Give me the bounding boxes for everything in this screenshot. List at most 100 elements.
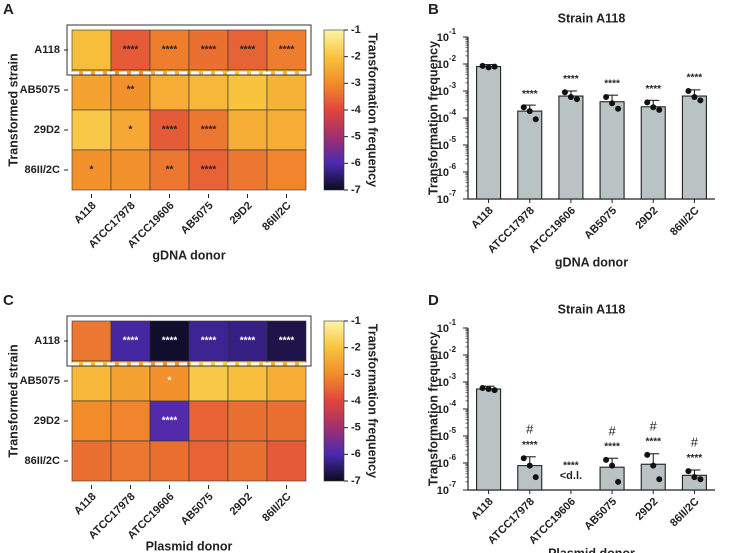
col-label: 86II/2C	[260, 491, 294, 525]
heatmap-cell	[110, 149, 151, 191]
colorbar-title: Transformation frequency	[366, 324, 380, 478]
y-tick-exponent: -5	[449, 135, 457, 144]
row-label: 86II/2C	[25, 455, 61, 467]
y-axis-title: Transformation frequency	[426, 41, 440, 195]
significance-label: #	[526, 422, 534, 437]
x-axis-title: gDNA donor	[152, 248, 225, 262]
heatmap-cell	[110, 360, 151, 402]
heatmap-cell	[227, 440, 268, 482]
colorbar-tick-label: -5	[351, 131, 361, 143]
bar	[599, 466, 625, 491]
heatmap-cell	[188, 400, 229, 442]
heatmap-cell	[266, 400, 307, 442]
y-tick-exponent: -6	[449, 162, 457, 171]
cell-annotation: ****	[162, 336, 178, 347]
highlight-box	[67, 316, 311, 366]
replicate-point	[685, 88, 692, 94]
colorbar-tick-label: -7	[351, 475, 361, 487]
row-label: A118	[34, 44, 60, 56]
significance-label: ****	[563, 74, 579, 85]
y-tick-label: 10	[437, 485, 449, 497]
cell-annotation: *	[168, 376, 172, 387]
y-tick-exponent: -1	[449, 318, 457, 327]
replicate-point	[532, 474, 539, 481]
cell-annotation: ****	[123, 45, 139, 56]
cell-annotation: *	[90, 165, 94, 176]
col-label: 29D2	[228, 491, 255, 518]
heatmap-cell	[71, 440, 112, 482]
replicate-point	[656, 106, 663, 113]
chart-title: Strain A118	[558, 302, 626, 316]
y-tick-exponent: -1	[449, 27, 457, 36]
replicate-point	[485, 386, 492, 393]
panel-letter: D	[428, 292, 439, 309]
colorbar-tick-label: -6	[351, 448, 361, 460]
significance-label: ****	[604, 442, 620, 453]
replicate-point	[650, 462, 657, 469]
replicate-point	[526, 462, 533, 469]
bar	[517, 110, 543, 200]
heatmap-cell	[227, 69, 268, 111]
heatmap-cell	[71, 69, 112, 111]
heatmap-cell	[149, 440, 190, 482]
cell-annotation: ****	[162, 45, 178, 56]
replicate-point	[609, 462, 616, 469]
row-label: 29D2	[34, 415, 60, 427]
col-label: A118	[72, 491, 99, 518]
cell-annotation: ****	[201, 165, 217, 176]
y-tick-exponent: -3	[449, 81, 457, 90]
colorbar-tick-label: -4	[351, 395, 362, 407]
bar	[476, 388, 502, 491]
x-tick-label: 86II/2C	[668, 205, 702, 239]
replicate-point	[603, 456, 610, 463]
x-tick-label: 86II/2C	[668, 496, 702, 530]
replicate-point	[644, 99, 651, 106]
y-tick-exponent: -7	[449, 189, 457, 198]
heatmap-cell	[71, 400, 112, 442]
cell-annotation: ****	[201, 336, 217, 347]
replicate-point	[561, 89, 568, 96]
replicate-point	[691, 474, 698, 481]
replicate-point	[609, 100, 616, 107]
bar	[599, 101, 625, 200]
colorbar-tick-label: -7	[351, 184, 361, 196]
significance-label: ****	[522, 440, 538, 451]
significance-label: ****	[604, 79, 620, 90]
replicate-point	[650, 104, 657, 111]
colorbar-tick-label: -6	[351, 157, 361, 169]
significance-label: ****	[687, 73, 703, 84]
colorbar-tick-label: -3	[351, 77, 361, 89]
y-tick-label: 10	[437, 404, 449, 416]
replicate-point	[532, 116, 539, 123]
heatmap-cell	[110, 320, 151, 362]
heatmap-cell	[71, 29, 112, 71]
heatmap-cell	[227, 400, 268, 442]
colorbar	[323, 320, 345, 482]
heatmap-cell	[227, 109, 268, 151]
y-tick-label: 10	[437, 377, 449, 389]
cell-annotation: **	[166, 165, 174, 176]
y-tick-label: 10	[437, 86, 449, 98]
x-tick-label: 29D2	[633, 496, 660, 523]
row-label: 86II/2C	[25, 164, 61, 176]
replicate-point	[644, 451, 651, 458]
cell-annotation: ****	[162, 125, 178, 136]
bar	[681, 95, 707, 200]
significance-label: ****	[645, 84, 661, 95]
panel-letter: B	[428, 1, 439, 18]
highlight-box	[67, 25, 311, 75]
heatmap-cell	[188, 69, 229, 111]
significance-label: ****	[522, 89, 538, 100]
heatmap-cell	[71, 320, 112, 362]
col-label: A118	[72, 200, 99, 227]
significance-label: #	[608, 423, 616, 438]
heatmap-cell	[149, 109, 190, 151]
significance-label: #	[650, 418, 658, 433]
heatmap-cell	[71, 149, 112, 191]
replicate-point	[697, 476, 704, 483]
replicate-point	[656, 476, 663, 483]
heatmap-cell	[110, 400, 151, 442]
y-tick-exponent: -3	[449, 372, 457, 381]
replicate-point	[567, 93, 574, 100]
replicate-point	[615, 105, 622, 112]
